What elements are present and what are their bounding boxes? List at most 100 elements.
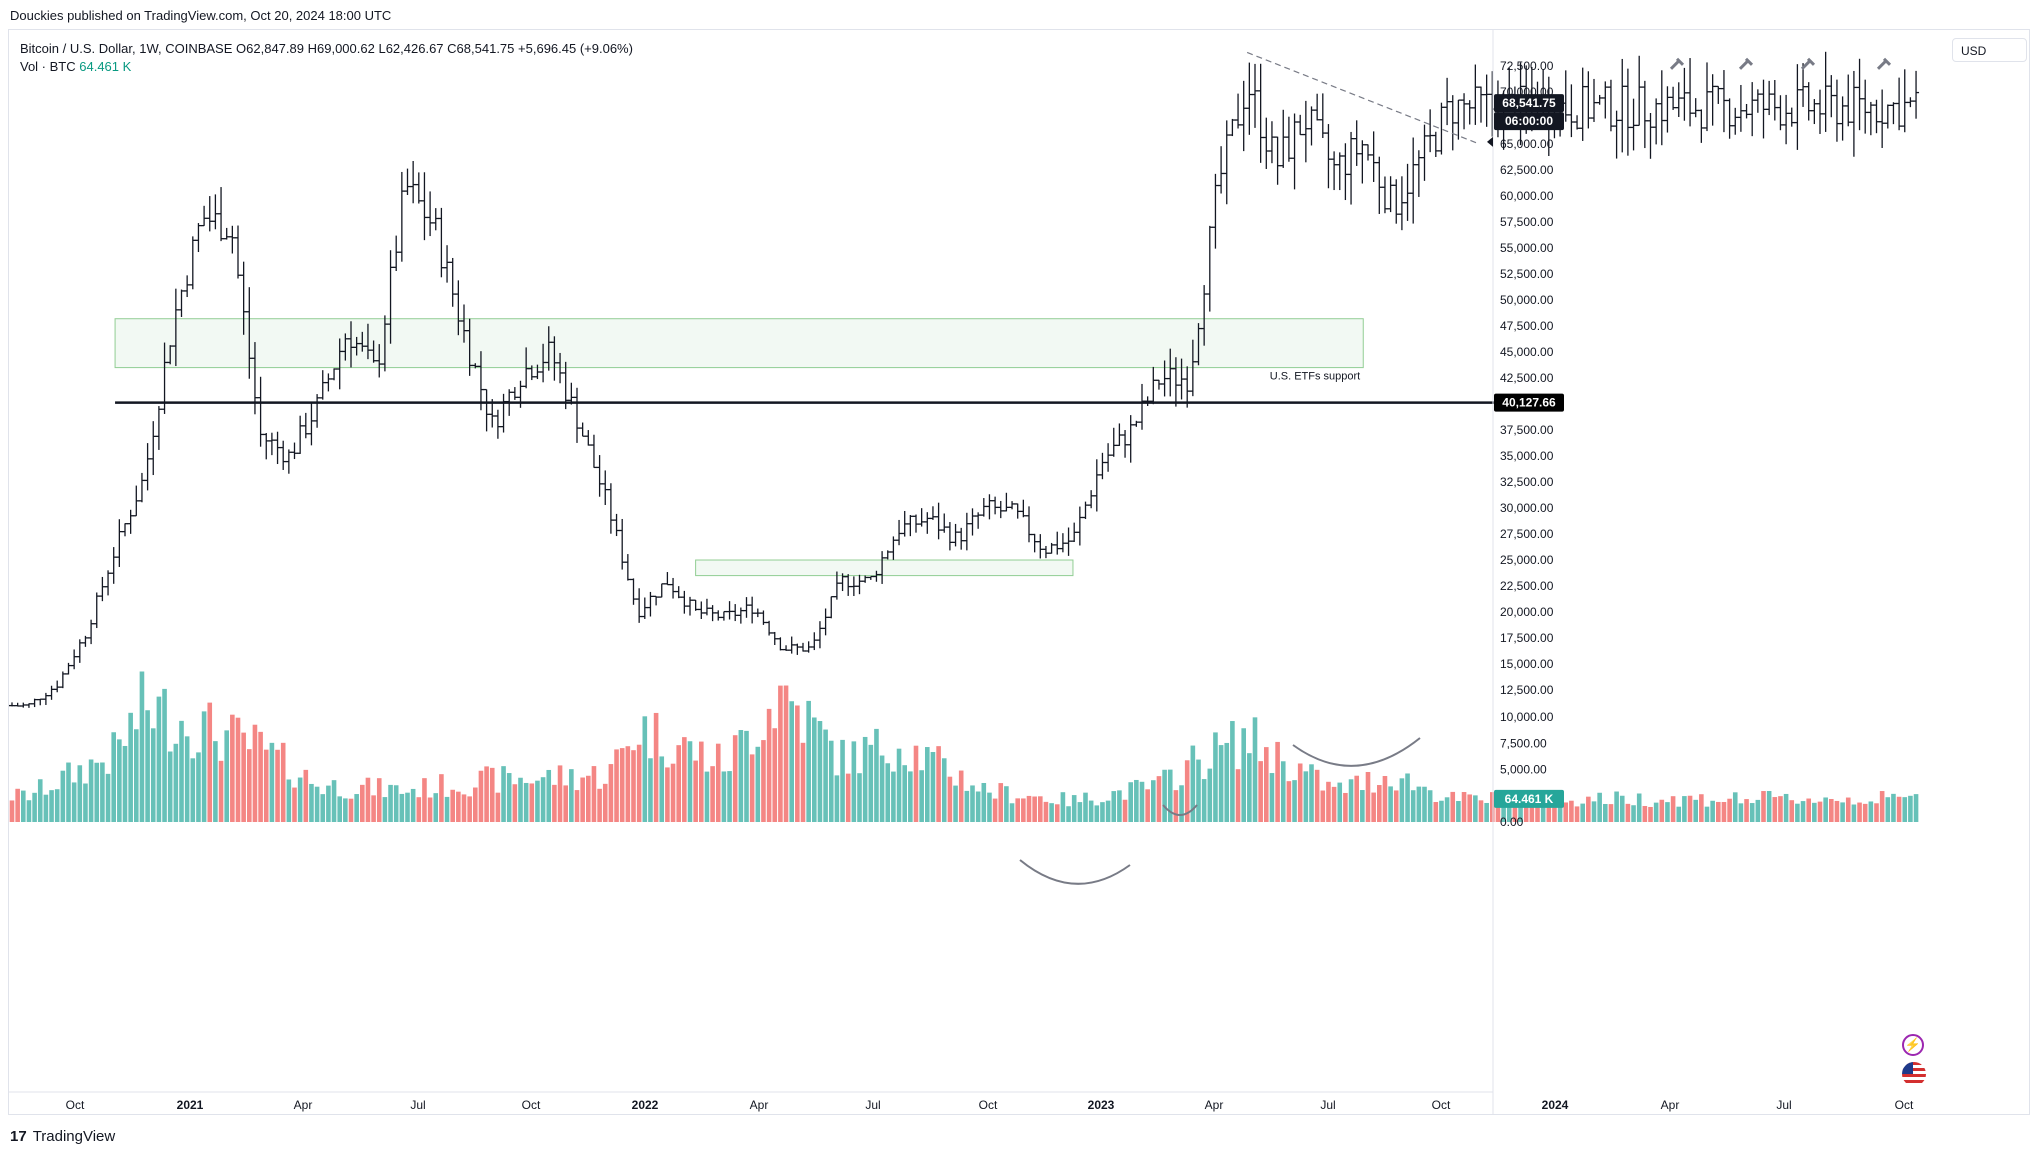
chart-frame [8, 29, 2030, 1115]
volume-bar [1286, 781, 1292, 822]
ohlc-bar [1715, 85, 1722, 104]
volume-bar [416, 797, 422, 822]
flash-icon[interactable]: ⚡ [1902, 1034, 1924, 1056]
volume-bar [597, 788, 602, 822]
volume-bar [648, 758, 653, 822]
volume-bar [1659, 799, 1665, 822]
ohlc-bar [816, 621, 823, 649]
ohlc-bar [1359, 140, 1366, 184]
ohlc-bar [766, 620, 773, 636]
ohlc-bar [1788, 107, 1795, 127]
volume-bar [1665, 802, 1670, 822]
rounded-bottom-arc [1162, 804, 1198, 816]
volume-bar [659, 756, 665, 822]
ohlc-bar [709, 605, 716, 622]
ohlc-bar [1607, 79, 1614, 132]
ohlc-bar [427, 191, 434, 237]
open-value: O62,847.89 [236, 41, 304, 56]
volume-bar [1535, 805, 1540, 822]
last-price-badge: 68,541.75 [1494, 94, 1564, 113]
ohlc-bar [218, 187, 225, 242]
ohlc-bar [1845, 74, 1852, 127]
volume-bar [450, 789, 455, 822]
ohlc-bar [579, 422, 586, 437]
ohlc-bar [907, 515, 914, 537]
ohlc-bar [20, 702, 27, 708]
ohlc-bar [585, 430, 592, 446]
ohlc-bar [1088, 490, 1095, 509]
volume-bar [1603, 803, 1608, 822]
ohlc-bar [1574, 115, 1581, 130]
volume-bar [495, 792, 501, 822]
volume-bar [145, 710, 150, 822]
ohlc-bar [1828, 75, 1835, 118]
ohlc-bar [449, 257, 456, 307]
ohlc-bar [879, 551, 886, 584]
us-flag-icon[interactable] [1902, 1062, 1926, 1086]
ohlc-bar [946, 522, 953, 551]
volume-bar [947, 776, 953, 822]
volume-bar [1823, 797, 1828, 822]
volume-bar [427, 797, 433, 822]
price-tick-label: 45,000.00 [1500, 345, 1554, 359]
ohlc-bar [658, 583, 665, 598]
ohlc-bar [1274, 136, 1281, 185]
ohlc-bar [664, 572, 671, 586]
volume-badge: 64.461 K [1494, 789, 1564, 808]
time-tick-label: 2022 [632, 1098, 659, 1112]
volume-bar [1201, 779, 1207, 822]
volume-bar [1653, 802, 1659, 822]
volume-bar [150, 728, 156, 822]
volume-bar [1151, 780, 1156, 822]
ohlc-bar [1613, 110, 1620, 159]
ohlc-bar [1105, 443, 1112, 472]
volume-bar [269, 742, 275, 822]
ohlc-bar [1839, 96, 1846, 141]
volume-bar [303, 769, 309, 822]
volume-bar [851, 741, 857, 822]
volume-bar [1450, 791, 1456, 822]
ohlc-bar [93, 592, 100, 629]
ohlc-bar [890, 536, 897, 560]
volume-bar [1088, 800, 1094, 822]
ohlc-bar [342, 333, 349, 361]
ohlc-bar [1483, 74, 1490, 127]
ohlc-bar [1698, 109, 1705, 143]
volume-bar [314, 786, 320, 822]
ohlc-bar [839, 573, 846, 592]
ohlc-bar [929, 506, 936, 520]
volume-bar [1382, 776, 1388, 822]
ohlc-bar [1726, 98, 1733, 139]
ohlc-bar [845, 574, 852, 596]
ohlc-bar [404, 168, 411, 196]
ohlc-bar [602, 470, 609, 505]
ohlc-bar [438, 207, 445, 278]
volume-bar [687, 741, 693, 822]
ohlc-bar [1658, 70, 1665, 146]
volume-bar [111, 732, 116, 822]
ohlc-bar [1014, 503, 1021, 519]
ohlc-bar [619, 518, 626, 570]
ohlc-bar [291, 442, 298, 460]
ohlc-bar [675, 586, 682, 599]
volume-bar [975, 791, 981, 822]
volume-bar [1032, 796, 1037, 822]
ohlc-bar [1319, 93, 1326, 138]
zone-label: U.S. ETFs support [1270, 371, 1360, 383]
last-price-badge-text: 68,541.75 [1502, 96, 1556, 110]
volume-bar [162, 688, 167, 822]
volume-bar [732, 735, 738, 822]
volume-bar [1326, 781, 1331, 822]
volume-bar [218, 760, 224, 822]
volume-label: Vol · BTC [20, 59, 76, 74]
volume-bar [1422, 786, 1427, 822]
ohlc-bar [1189, 339, 1196, 397]
price-tick-label: 7,500.00 [1500, 736, 1547, 750]
volume-bar [755, 746, 761, 822]
ohlc-bar [9, 702, 15, 707]
currency-selector[interactable]: USD [1952, 38, 2027, 62]
volume-bar [32, 792, 37, 822]
ohlc-bar [1636, 55, 1643, 127]
ohlc-bar [42, 692, 49, 705]
